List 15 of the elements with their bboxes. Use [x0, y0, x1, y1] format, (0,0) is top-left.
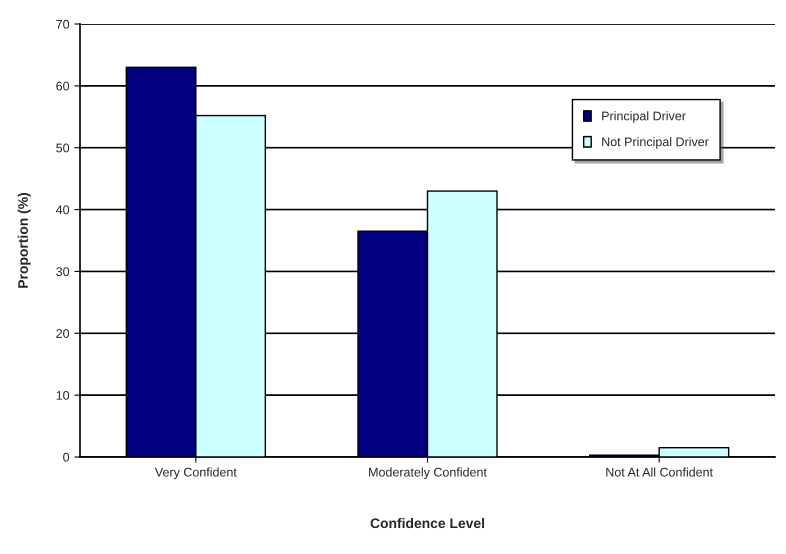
- x-tick-label: Not At All Confident: [606, 467, 713, 477]
- y-tick-label: 30: [56, 267, 70, 276]
- y-tick-label: 20: [56, 329, 70, 338]
- y-tick-label: 50: [56, 144, 70, 152]
- y-tick-label: 60: [56, 82, 70, 91]
- y-tick-label: 40: [56, 205, 70, 214]
- legend-label: Not Principal Driver: [602, 137, 709, 149]
- x-tick-label: Very Confident: [154, 467, 237, 480]
- y-tick-label: 10: [56, 390, 70, 400]
- x-axis-title: Confidence Level: [370, 518, 484, 528]
- y-tick-label: 0: [63, 452, 70, 462]
- y-axis-title: Proportion (%): [18, 192, 31, 288]
- x-tick-label: Moderately Confident: [369, 467, 487, 480]
- legend-label: Principal Driver: [602, 111, 686, 123]
- y-tick-label: 70: [56, 20, 70, 29]
